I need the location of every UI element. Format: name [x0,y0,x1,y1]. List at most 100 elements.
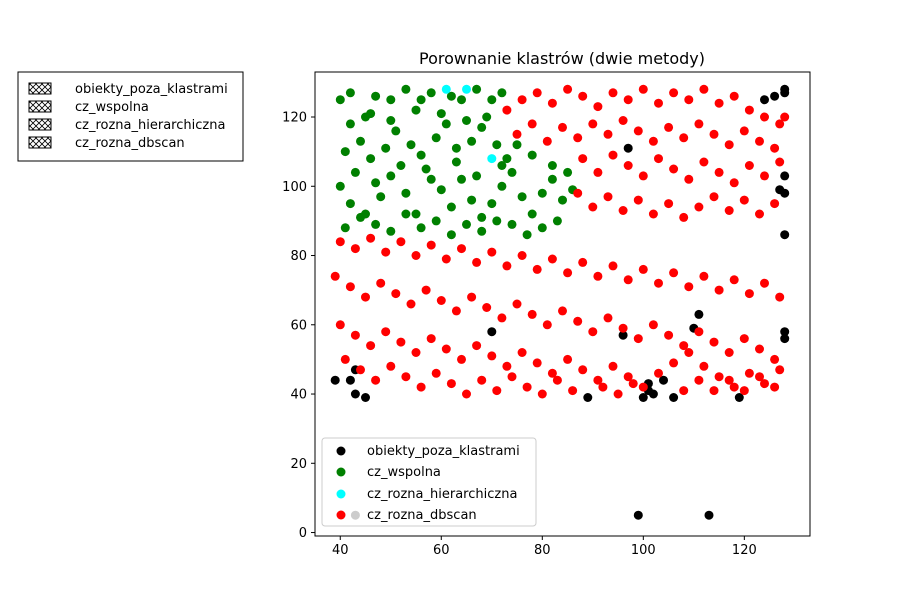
point-cz_rozna_dbscan-143 [608,361,618,371]
point-cz_rozna_dbscan-66 [350,244,360,254]
point-cz_rozna_dbscan-175 [694,375,704,385]
point-cz_rozna_dbscan-105 [482,303,492,312]
point-obiekty_poza_klastrami-28 [780,230,790,240]
point-cz_wspolna-25 [477,212,487,222]
point-cz_rozna_dbscan-37 [578,154,588,164]
point-cz_rozna_dbscan-110 [558,306,567,316]
point-cz_rozna_dbscan-169 [552,375,562,385]
point-cz_rozna_dbscan-39 [608,150,618,160]
point-cz_wspolna-13 [335,181,345,191]
point-cz_wspolna-45 [451,143,461,153]
point-cz_wspolna-12 [497,88,507,98]
point-cz_rozna_dbscan-68 [381,247,391,257]
point-cz_rozna_dbscan-29 [664,122,674,132]
point-obiekty_poza_klastrami-17 [734,393,744,402]
point-cz_rozna_dbscan-16 [744,105,754,115]
point-cz_rozna_dbscan-79 [547,254,557,264]
point-cz_wspolna-8 [446,91,456,101]
point-cz_wspolna-71 [482,112,492,122]
point-cz_rozna_dbscan-167 [522,382,532,392]
point-cz_rozna_dbscan-27 [633,126,643,136]
point-cz_rozna_dbscan-108 [527,309,537,319]
point-cz_rozna_dbscan-8 [623,95,633,105]
point-cz_rozna_dbscan-80 [563,268,573,278]
point-cz_wspolna-6 [416,95,426,105]
point-cz_rozna_dbscan-54 [618,206,628,215]
point-cz_rozna_dbscan-84 [623,275,633,285]
point-cz_wspolna-18 [401,188,411,198]
point-cz_rozna_dbscan-44 [684,174,694,184]
point-cz_rozna_dbscan-92 [744,289,754,299]
point-obiekty_poza_klastrami-20 [487,327,497,337]
legend-label-hierarchiczna: cz_rozna_hierarchiczna [367,487,517,502]
point-cz_rozna_dbscan-168 [537,389,547,399]
point-obiekty_poza_klastrami-4 [361,393,370,402]
point-cz_rozna_dbscan-53 [603,192,613,202]
point-obiekty_poza_klastrami-13 [669,393,679,402]
point-obiekty_poza_klastrami-22 [770,91,780,101]
point-cz_rozna_dbscan-181 [780,112,790,122]
point-cz_wspolna-38 [366,154,376,164]
point-cz_wspolna-29 [517,192,527,202]
point-cz_wspolna-39 [381,143,391,153]
point-cz_rozna_dbscan-152 [744,368,754,378]
point-cz_rozna_dbscan-35 [755,136,764,146]
point-cz_wspolna-24 [467,195,477,205]
point-cz_wspolna-75 [426,174,436,184]
point-cz_wspolna-64 [552,216,562,226]
point-cz_rozna_dbscan-149 [699,361,709,371]
point-cz_wspolna-65 [345,119,355,129]
point-cz_rozna_dbscan-38 [593,167,603,177]
point-cz_wspolna-30 [527,209,537,219]
point-cz_rozna_dbscan-55 [633,195,643,205]
point-cz_rozna_dbscan-113 [603,313,613,323]
point-cz_wspolna-69 [436,109,446,119]
point-cz_rozna_dbscan-6 [593,102,603,112]
x-tick-label-2: 80 [534,543,551,558]
point-cz_wspolna-35 [563,167,573,177]
x-tick-label-0: 40 [332,543,349,558]
point-cz_rozna_dbscan-172 [613,389,623,399]
point-cz_rozna_dbscan-132 [441,344,451,354]
point-cz_rozna_dbscan-177 [724,375,734,385]
legend-label-dbscan: cz_rozna_dbscan [367,508,477,523]
point-cz_rozna_dbscan-104 [467,292,477,302]
point-cz_wspolna-41 [406,140,416,150]
point-cz_rozna_dbscan-94 [775,292,785,302]
point-cz_rozna_dbscan-151 [729,382,739,392]
point-cz_rozna_dbscan-4 [563,84,573,94]
point-cz_rozna_dbscan-150 [714,372,724,382]
point-cz_wspolna-79 [512,140,522,150]
point-cz_wspolna-44 [441,119,451,129]
point-cz_rozna_dbscan-107 [512,299,522,309]
point-cz_wspolna-51 [356,212,365,222]
legend-outer-box [17,71,244,162]
point-cz_wspolna-67 [386,116,396,125]
point-cz_wspolna-53 [386,226,396,236]
point-obiekty_poza_klastrami-16 [704,510,714,520]
point-cz_rozna_dbscan-22 [558,122,567,132]
point-cz_rozna_dbscan-13 [699,84,709,94]
point-cz_wspolna-1 [345,88,355,98]
point-cz_rozna_dbscan-72 [441,254,451,264]
point-cz_rozna_dbscan-179 [755,372,764,382]
point-cz_rozna_dbscan-76 [502,261,512,271]
point-cz_rozna_dbscan-129 [396,337,406,347]
point-cz_rozna_dbscan-157 [371,375,381,385]
point-cz_rozna_dbscan-115 [633,334,643,344]
point-cz_rozna_dbscan-2 [532,88,542,98]
point-cz_rozna_dbscan-97 [361,292,370,302]
point-cz_rozna_dbscan-75 [487,247,497,257]
point-cz_rozna_dbscan-140 [563,354,573,364]
x-tick-label-1: 60 [433,543,450,558]
point-cz_rozna_dbscan-91 [729,275,739,285]
point-cz_wspolna-22 [446,202,456,212]
point-cz_rozna_dbscan-60 [709,192,719,202]
point-cz_rozna_dbscan-98 [376,278,386,288]
point-cz_rozna_dbscan-127 [366,341,376,351]
point-obiekty_poza_klastrami-18 [623,143,633,153]
point-cz_rozna_dbscan-102 [436,296,446,305]
point-obiekty_poza_klastrami-30 [780,334,790,344]
point-cz_wspolna-81 [547,161,557,170]
point-cz_rozna_dbscan-9 [638,84,648,94]
